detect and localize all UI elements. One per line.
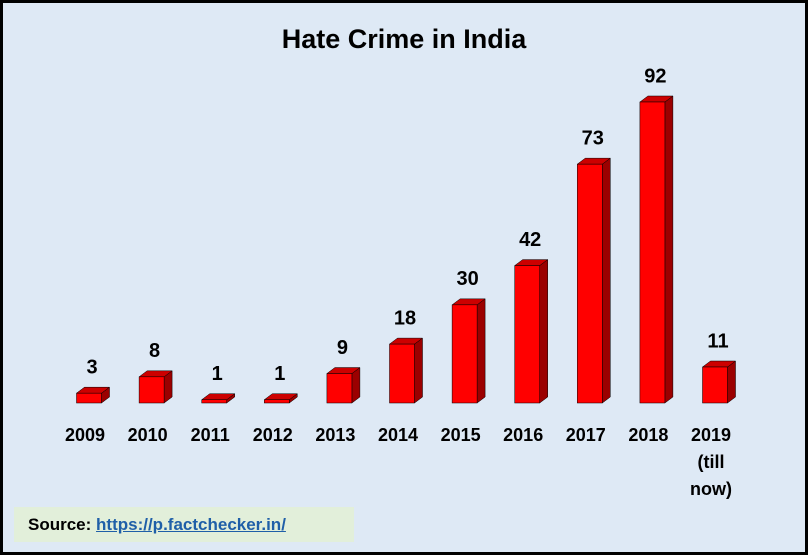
source-link[interactable]: https://p.factchecker.in/ [96, 515, 286, 534]
value-label: 18 [394, 307, 416, 329]
value-label: 92 [644, 65, 666, 87]
bar [577, 163, 603, 404]
value-label: 30 [456, 268, 478, 290]
value-label: 1 [274, 363, 285, 385]
bar [264, 399, 290, 404]
bar-side [602, 157, 611, 404]
bar [138, 376, 165, 404]
source-box: Source: https://p.factchecker.in/ [14, 507, 354, 542]
x-tick-label: 2019 (till now) [690, 425, 732, 499]
value-label: 3 [86, 356, 97, 378]
bar [514, 265, 540, 404]
chart-title: Hate Crime in India [282, 24, 528, 54]
x-tick-label: 2016 [503, 425, 544, 445]
x-tick-label: 2011 [190, 425, 230, 445]
bar [451, 304, 478, 404]
source-label: Source: [28, 515, 92, 534]
x-tick-label: 2014 [377, 425, 419, 445]
x-tick-label: 2015 [440, 425, 481, 445]
x-tick-label: 2013 [315, 425, 356, 445]
x-tick-label: 2012 [252, 425, 293, 445]
bar-side [414, 337, 423, 404]
bar [76, 392, 102, 404]
bar-side [727, 360, 736, 404]
x-tick-label: 2009 [64, 425, 106, 445]
value-label: 9 [337, 337, 348, 359]
value-label: 8 [149, 340, 160, 362]
bar-side [539, 259, 548, 404]
x-tick-label: 2010 [127, 425, 168, 445]
bar-side [664, 95, 674, 404]
bar [201, 399, 227, 404]
bar [389, 343, 415, 404]
bar [702, 366, 728, 404]
value-label: 11 [707, 330, 728, 352]
value-label: 42 [519, 229, 541, 251]
value-label: 1 [212, 363, 223, 385]
value-label: 73 [582, 127, 604, 149]
bar [639, 101, 666, 404]
x-tick-label: 2018 [628, 425, 669, 445]
bar [326, 373, 353, 404]
bar-side [476, 298, 486, 404]
x-tick-label: 2017 [565, 425, 606, 445]
